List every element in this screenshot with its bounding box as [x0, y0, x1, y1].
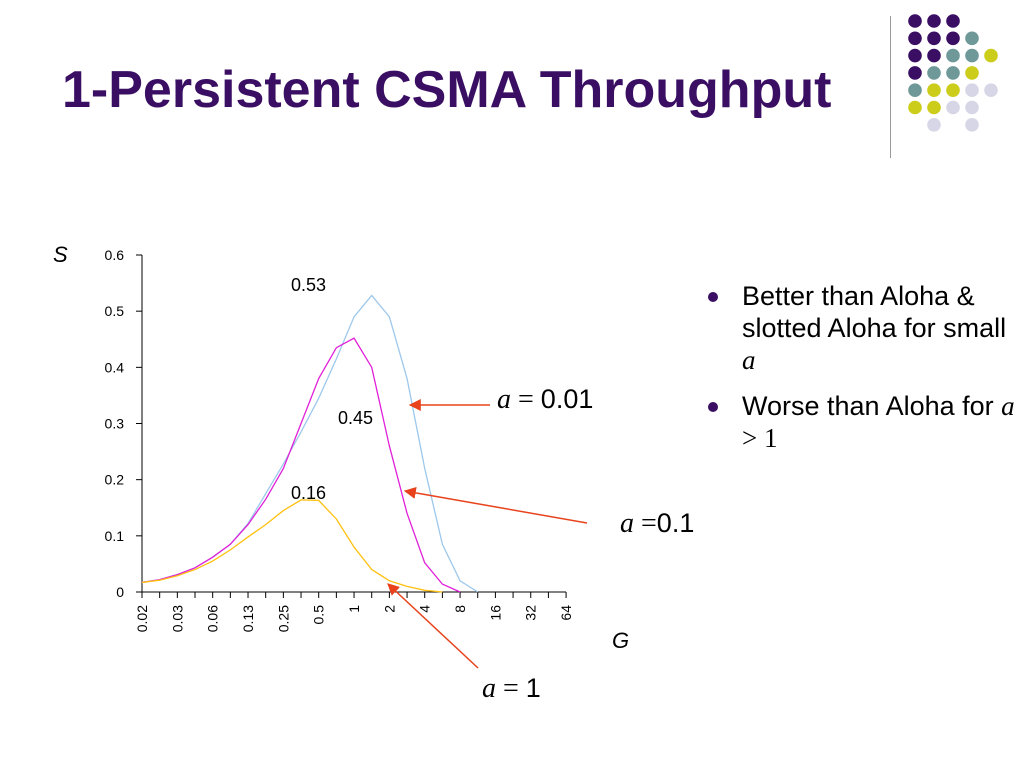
series-line [141, 337, 461, 593]
x-tick-label: 0.25 [275, 605, 291, 632]
annotation-value: 0.1 [656, 508, 695, 538]
data-labels: 0.53 0.45 0.16 [291, 275, 373, 503]
slide-title: 1-Persistent CSMA Throughput [62, 61, 832, 119]
y-tick-label: 0 [116, 584, 124, 600]
bullet-math-var: a [1001, 391, 1015, 421]
annotation-eq: = [496, 673, 526, 704]
x-tick-label: 1 [346, 605, 362, 613]
y-axis: 0 0.1 0.2 0.3 0.4 0.5 0.6 [105, 247, 143, 600]
annotation-a-0.1: a =0.1 [620, 508, 694, 540]
annotation-eq: = [634, 508, 657, 539]
decorative-dot [984, 48, 998, 63]
decorative-dot [965, 66, 979, 80]
x-tick-label: 32 [523, 605, 539, 621]
decorative-dot [927, 118, 941, 132]
decorative-dot [965, 118, 979, 132]
bullet-item: Better than Aloha & slotted Aloha for sm… [706, 280, 1018, 376]
annotation-var: a [620, 508, 634, 539]
y-tick-label: 0.2 [105, 472, 125, 488]
annotation-value: 1 [525, 673, 541, 703]
x-tick-label: 8 [452, 605, 468, 613]
annotation-arrow [403, 486, 588, 524]
decorative-dot [927, 31, 941, 46]
decorative-dot [965, 48, 979, 63]
y-tick-label: 0.1 [105, 528, 125, 544]
x-tick-label: 64 [558, 605, 574, 621]
series-line [141, 294, 479, 593]
decorative-dot [965, 100, 979, 115]
y-tick-label: 0.5 [105, 303, 125, 319]
data-label: 0.16 [291, 483, 326, 503]
x-tick-label: 0.06 [205, 605, 221, 632]
decorative-dot [908, 100, 922, 115]
series-line [141, 499, 443, 593]
decorative-dot [927, 83, 941, 97]
bullet-list: Better than Aloha & slotted Aloha for sm… [706, 280, 1018, 468]
x-tick-label: 0.03 [169, 605, 185, 632]
x-tick-label: 0.5 [311, 605, 327, 625]
x-tick-label: 16 [487, 605, 503, 621]
annotation-var: a [482, 673, 496, 704]
x-axis-label: G [612, 628, 629, 653]
bullet-item: Worse than Aloha for a > 1 [706, 390, 1018, 454]
decorative-dot [946, 14, 960, 28]
decorative-dot [908, 66, 922, 80]
decorative-dot [908, 31, 922, 46]
x-tick-label: 2 [381, 605, 397, 613]
y-tick-label: 0.6 [105, 247, 125, 263]
decorative-dot [965, 31, 979, 46]
bullet-text: Worse than Aloha for [742, 391, 994, 421]
y-axis-label: S [53, 242, 68, 267]
data-label: 0.45 [338, 408, 373, 428]
series-lines [141, 294, 479, 593]
bullet-math-rest: > 1 [742, 423, 778, 453]
y-tick-label: 0.3 [105, 416, 125, 432]
decorative-dot [946, 100, 960, 115]
decorative-dot [984, 83, 998, 97]
x-tick-label: 0.13 [240, 605, 256, 632]
bullet-text: Better than Aloha & slotted Aloha for sm… [742, 281, 1007, 343]
decorative-dot [908, 48, 922, 63]
x-tick-label: 0.02 [134, 605, 150, 632]
decorative-dot-grid [908, 14, 998, 132]
decorative-dot [908, 83, 922, 97]
decorative-dot [927, 66, 941, 80]
annotation-arrows [387, 399, 588, 669]
decorative-dot [927, 48, 941, 63]
annotation-eq: = [511, 384, 541, 415]
divider-line [890, 16, 891, 158]
annotation-a-1: a = 1 [482, 673, 541, 705]
decorative-dot [965, 83, 979, 97]
decorative-dot [927, 100, 941, 115]
decorative-dot [908, 14, 922, 28]
decorative-dot [946, 66, 960, 80]
decorative-dot [946, 48, 960, 63]
annotation-a-0.01: a = 0.01 [497, 384, 593, 416]
bullet-math-var: a [742, 345, 756, 375]
decorative-dot [946, 83, 960, 97]
annotation-value: 0.01 [540, 384, 594, 414]
x-tick-label: 4 [417, 605, 433, 613]
data-label: 0.53 [291, 275, 326, 295]
annotation-var: a [497, 384, 511, 415]
annotation-arrow [387, 583, 479, 669]
y-tick-label: 0.4 [105, 359, 125, 375]
decorative-dot [927, 14, 941, 28]
x-axis: 0.02 0.03 0.06 0.13 0.25 0.5 1 2 4 8 16 32 64 [134, 591, 574, 632]
decorative-dot [946, 31, 960, 46]
